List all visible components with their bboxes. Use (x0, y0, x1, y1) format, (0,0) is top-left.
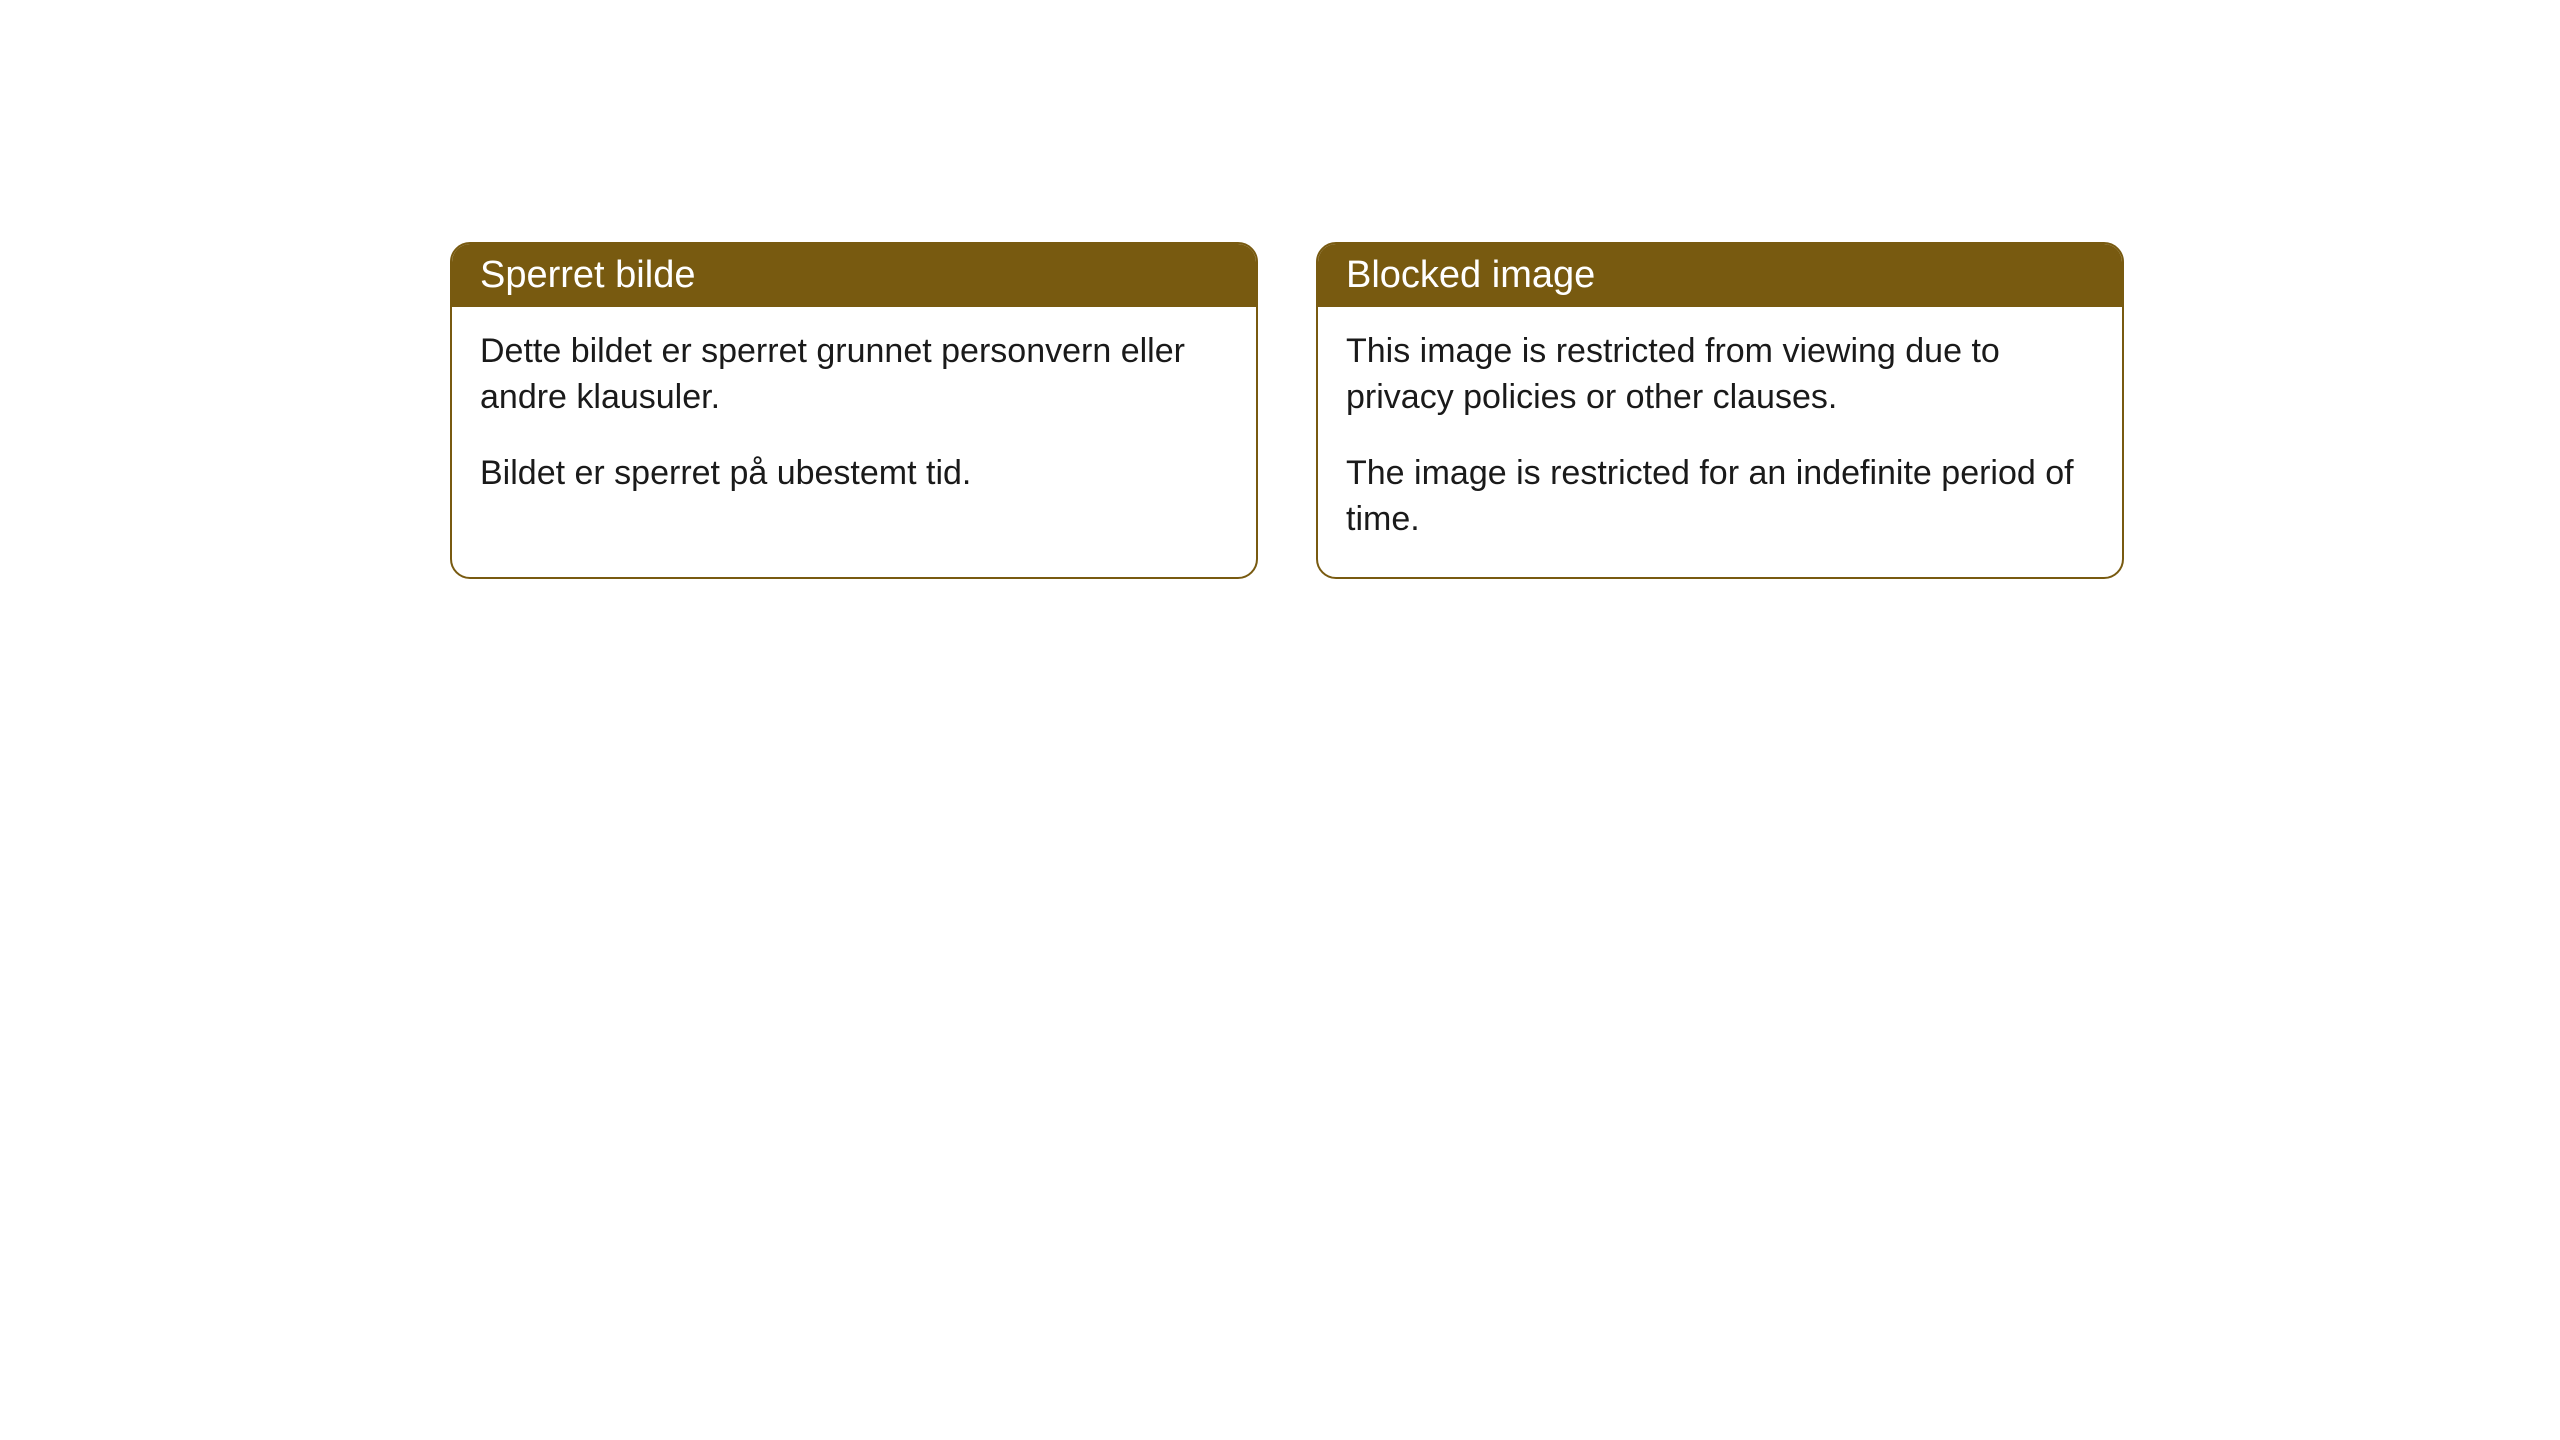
card-english: Blocked image This image is restricted f… (1316, 242, 2124, 579)
card-body-norwegian: Dette bildet er sperret grunnet personve… (452, 307, 1256, 531)
card-body-english: This image is restricted from viewing du… (1318, 307, 2122, 577)
card-paragraph: This image is restricted from viewing du… (1346, 329, 2094, 421)
card-norwegian: Sperret bilde Dette bildet er sperret gr… (450, 242, 1258, 579)
card-header-norwegian: Sperret bilde (452, 244, 1256, 307)
card-paragraph: Dette bildet er sperret grunnet personve… (480, 329, 1228, 421)
cards-container: Sperret bilde Dette bildet er sperret gr… (450, 242, 2560, 579)
card-paragraph: The image is restricted for an indefinit… (1346, 451, 2094, 543)
card-paragraph: Bildet er sperret på ubestemt tid. (480, 451, 1228, 497)
card-header-english: Blocked image (1318, 244, 2122, 307)
